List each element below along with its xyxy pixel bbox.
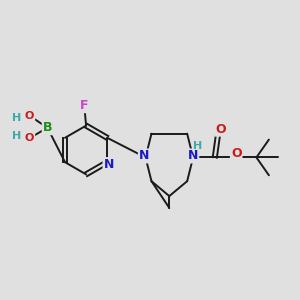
Text: O: O <box>215 123 226 136</box>
Text: N: N <box>139 149 149 162</box>
Text: H: H <box>12 113 21 123</box>
Text: N: N <box>188 149 198 162</box>
Text: B: B <box>43 121 52 134</box>
Text: H: H <box>193 141 202 152</box>
Text: H: H <box>12 131 21 141</box>
Text: O: O <box>25 111 34 121</box>
Text: N: N <box>103 158 114 171</box>
Text: O: O <box>231 147 242 161</box>
Text: O: O <box>25 133 34 143</box>
Text: F: F <box>80 99 89 112</box>
